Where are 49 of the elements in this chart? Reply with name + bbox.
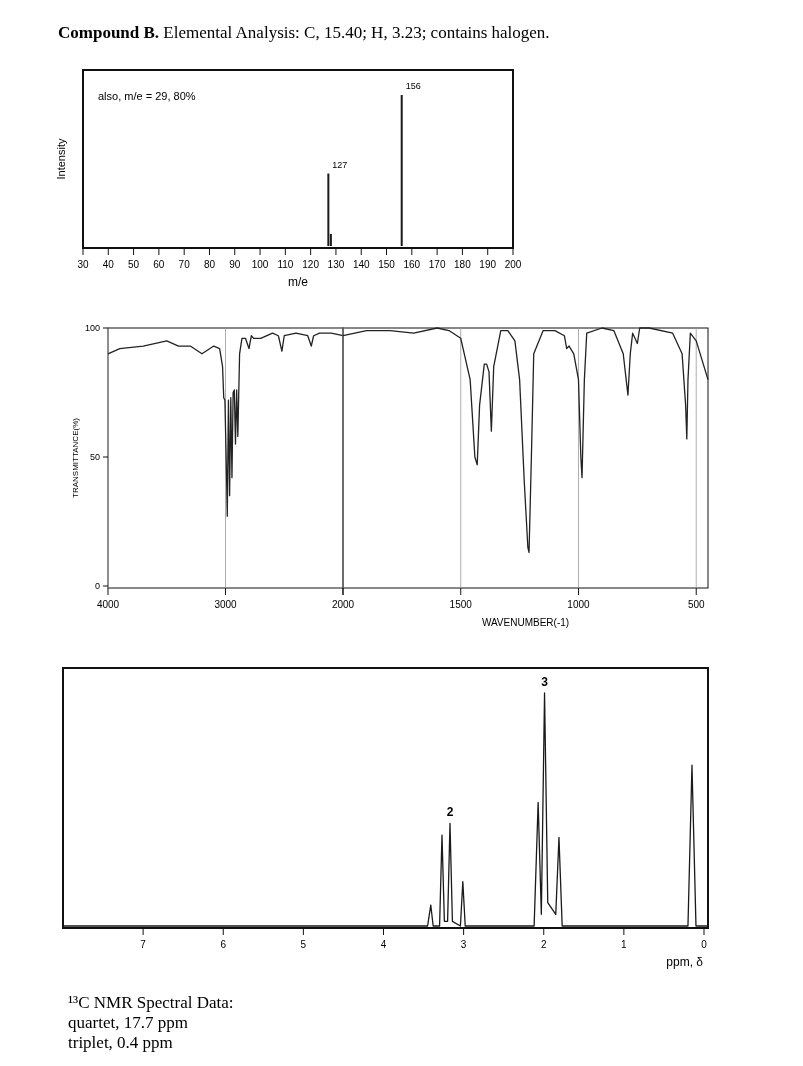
chart-title: Compound B. Elemental Analysis: C, 15.40; H, 3.23; contains halogen. [58, 23, 550, 42]
x-tick-label: 130 [327, 259, 345, 270]
annotation: also, m/e = 29, 80% [98, 90, 196, 102]
y-axis-title: TRANSMITTANCE(%) [71, 417, 80, 498]
x-tick-label: 1 [621, 939, 628, 950]
x-tick-label: 150 [378, 259, 396, 270]
x-tick-label: 100 [251, 259, 269, 270]
x-tick-label: 1500 [449, 599, 473, 610]
x-tick-label: 0 [701, 939, 708, 950]
y-tick-label: 50 [89, 452, 100, 462]
x-tick-label: 180 [454, 259, 472, 270]
x-tick-label: 190 [479, 259, 497, 270]
x-tick-label: 4 [380, 939, 387, 950]
x-tick-label: 4000 [96, 599, 120, 610]
x-tick-label: 60 [153, 259, 165, 270]
x-tick-label: 30 [77, 259, 89, 270]
x-tick-label: 80 [203, 259, 216, 270]
y-tick-label: 100 [84, 323, 100, 333]
text: triplet, 0.4 ppm [68, 1033, 173, 1052]
y-axis-title: Intensity [55, 138, 67, 180]
x-tick-label: 110 [277, 259, 294, 270]
x-tick-label: 140 [352, 259, 371, 270]
annotation: 156 [405, 81, 421, 91]
x-tick-label: 170 [428, 259, 446, 270]
x-tick-label: 3000 [214, 599, 238, 610]
x-axis-title: m/e [287, 275, 309, 289]
x-tick-label: 50 [128, 259, 140, 270]
x-axis-title: WAVENUMBER(-1) [481, 617, 570, 628]
x-tick-label: 70 [178, 259, 191, 270]
x-tick-label: 6 [220, 939, 227, 950]
x-tick-label: 2 [540, 939, 547, 950]
annotation: 127 [332, 159, 348, 170]
text: quartet, 17.7 ppm [68, 1013, 188, 1032]
y-tick-label: 0 [94, 581, 100, 591]
x-tick-label: 5 [300, 939, 307, 950]
x-tick-label: 2000 [331, 599, 355, 610]
x-tick-label: 1000 [567, 599, 591, 610]
text: ¹³C NMR Spectral Data: [68, 993, 234, 1012]
x-tick-label: 120 [302, 259, 320, 270]
x-tick-label: 500 [687, 599, 706, 610]
annotation: 2 [446, 805, 454, 820]
x-tick-label: 90 [229, 259, 241, 270]
x-axis-title: ppm, δ [666, 955, 704, 969]
x-tick-label: 200 [504, 259, 522, 270]
x-tick-label: 40 [102, 259, 115, 270]
annotation: 3 [541, 675, 549, 689]
x-tick-label: 3 [460, 939, 467, 950]
x-tick-label: 7 [140, 939, 147, 950]
x-tick-label: 160 [403, 259, 421, 270]
